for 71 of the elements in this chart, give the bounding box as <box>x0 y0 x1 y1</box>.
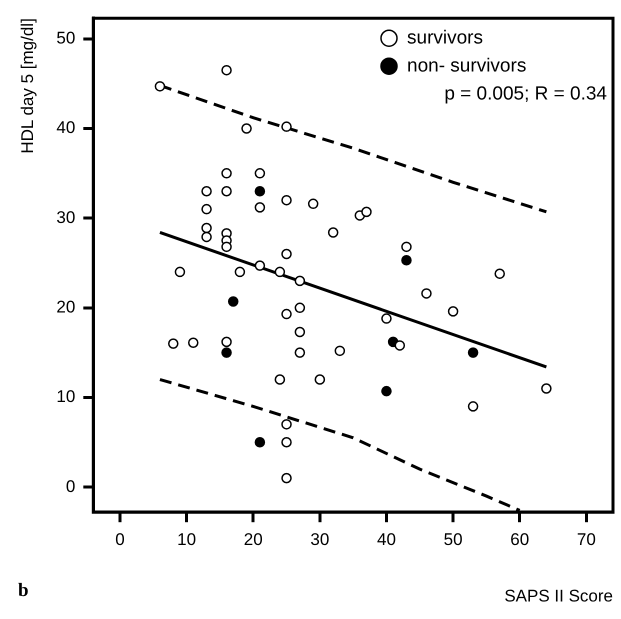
point <box>281 248 292 260</box>
y-tick-label: 50 <box>56 28 76 48</box>
point <box>221 168 232 179</box>
point <box>201 222 212 234</box>
point <box>221 186 232 196</box>
point <box>254 186 266 196</box>
x-tick-label: 40 <box>377 530 396 550</box>
y-tick-label: 0 <box>66 476 76 496</box>
point <box>168 338 179 349</box>
point <box>201 232 212 242</box>
point <box>314 374 326 385</box>
point <box>308 198 318 210</box>
point <box>281 437 292 448</box>
point <box>448 306 458 317</box>
point <box>188 338 198 348</box>
point <box>228 296 238 307</box>
point <box>254 437 266 448</box>
x-axis-title: SAPS II Score <box>504 586 613 606</box>
y-tick-label: 40 <box>56 118 76 138</box>
x-tick-label: 0 <box>115 530 125 550</box>
x-tick-label: 20 <box>244 530 263 550</box>
point <box>294 276 306 286</box>
point <box>334 346 346 356</box>
x-tick-label: 70 <box>576 530 596 550</box>
point <box>254 168 266 179</box>
x-tick-label: 30 <box>310 530 330 550</box>
x-tick-label: 10 <box>177 530 196 550</box>
point <box>221 347 232 358</box>
point <box>468 401 478 412</box>
y-tick-label: 10 <box>56 387 76 406</box>
point <box>221 336 232 348</box>
point <box>394 340 406 351</box>
point <box>421 288 432 299</box>
y-tick-label: 20 <box>56 297 76 316</box>
point <box>254 202 266 213</box>
point <box>274 374 286 385</box>
legend-label: survivors <box>407 27 484 48</box>
point <box>154 81 166 92</box>
point <box>468 347 478 358</box>
point <box>281 308 292 320</box>
y-tick-label: 30 <box>56 208 76 227</box>
point <box>494 268 505 279</box>
point <box>221 64 232 76</box>
text: b <box>18 580 29 601</box>
point <box>328 227 338 238</box>
point <box>174 266 186 278</box>
y-axis-title: HDL day 5 [mg/dl] <box>18 18 37 154</box>
point <box>281 194 292 206</box>
point <box>201 204 212 214</box>
point <box>281 419 292 430</box>
point <box>381 313 392 324</box>
annotation: p = 0.005; R = 0.34 <box>444 83 608 104</box>
point <box>241 123 252 134</box>
point <box>254 260 266 271</box>
point <box>401 242 412 252</box>
x-tick-label: 50 <box>444 530 463 550</box>
point <box>281 472 292 484</box>
point <box>294 326 306 338</box>
point <box>541 383 552 394</box>
point <box>381 386 392 396</box>
point <box>401 255 412 266</box>
point <box>294 302 306 314</box>
point <box>294 347 306 358</box>
point <box>201 186 212 196</box>
x-tick-label: 60 <box>510 530 530 550</box>
point <box>221 242 232 252</box>
point <box>281 121 292 132</box>
point <box>361 206 372 218</box>
legend-label: non- survivors <box>407 55 526 76</box>
point <box>274 266 286 278</box>
point <box>234 266 246 278</box>
